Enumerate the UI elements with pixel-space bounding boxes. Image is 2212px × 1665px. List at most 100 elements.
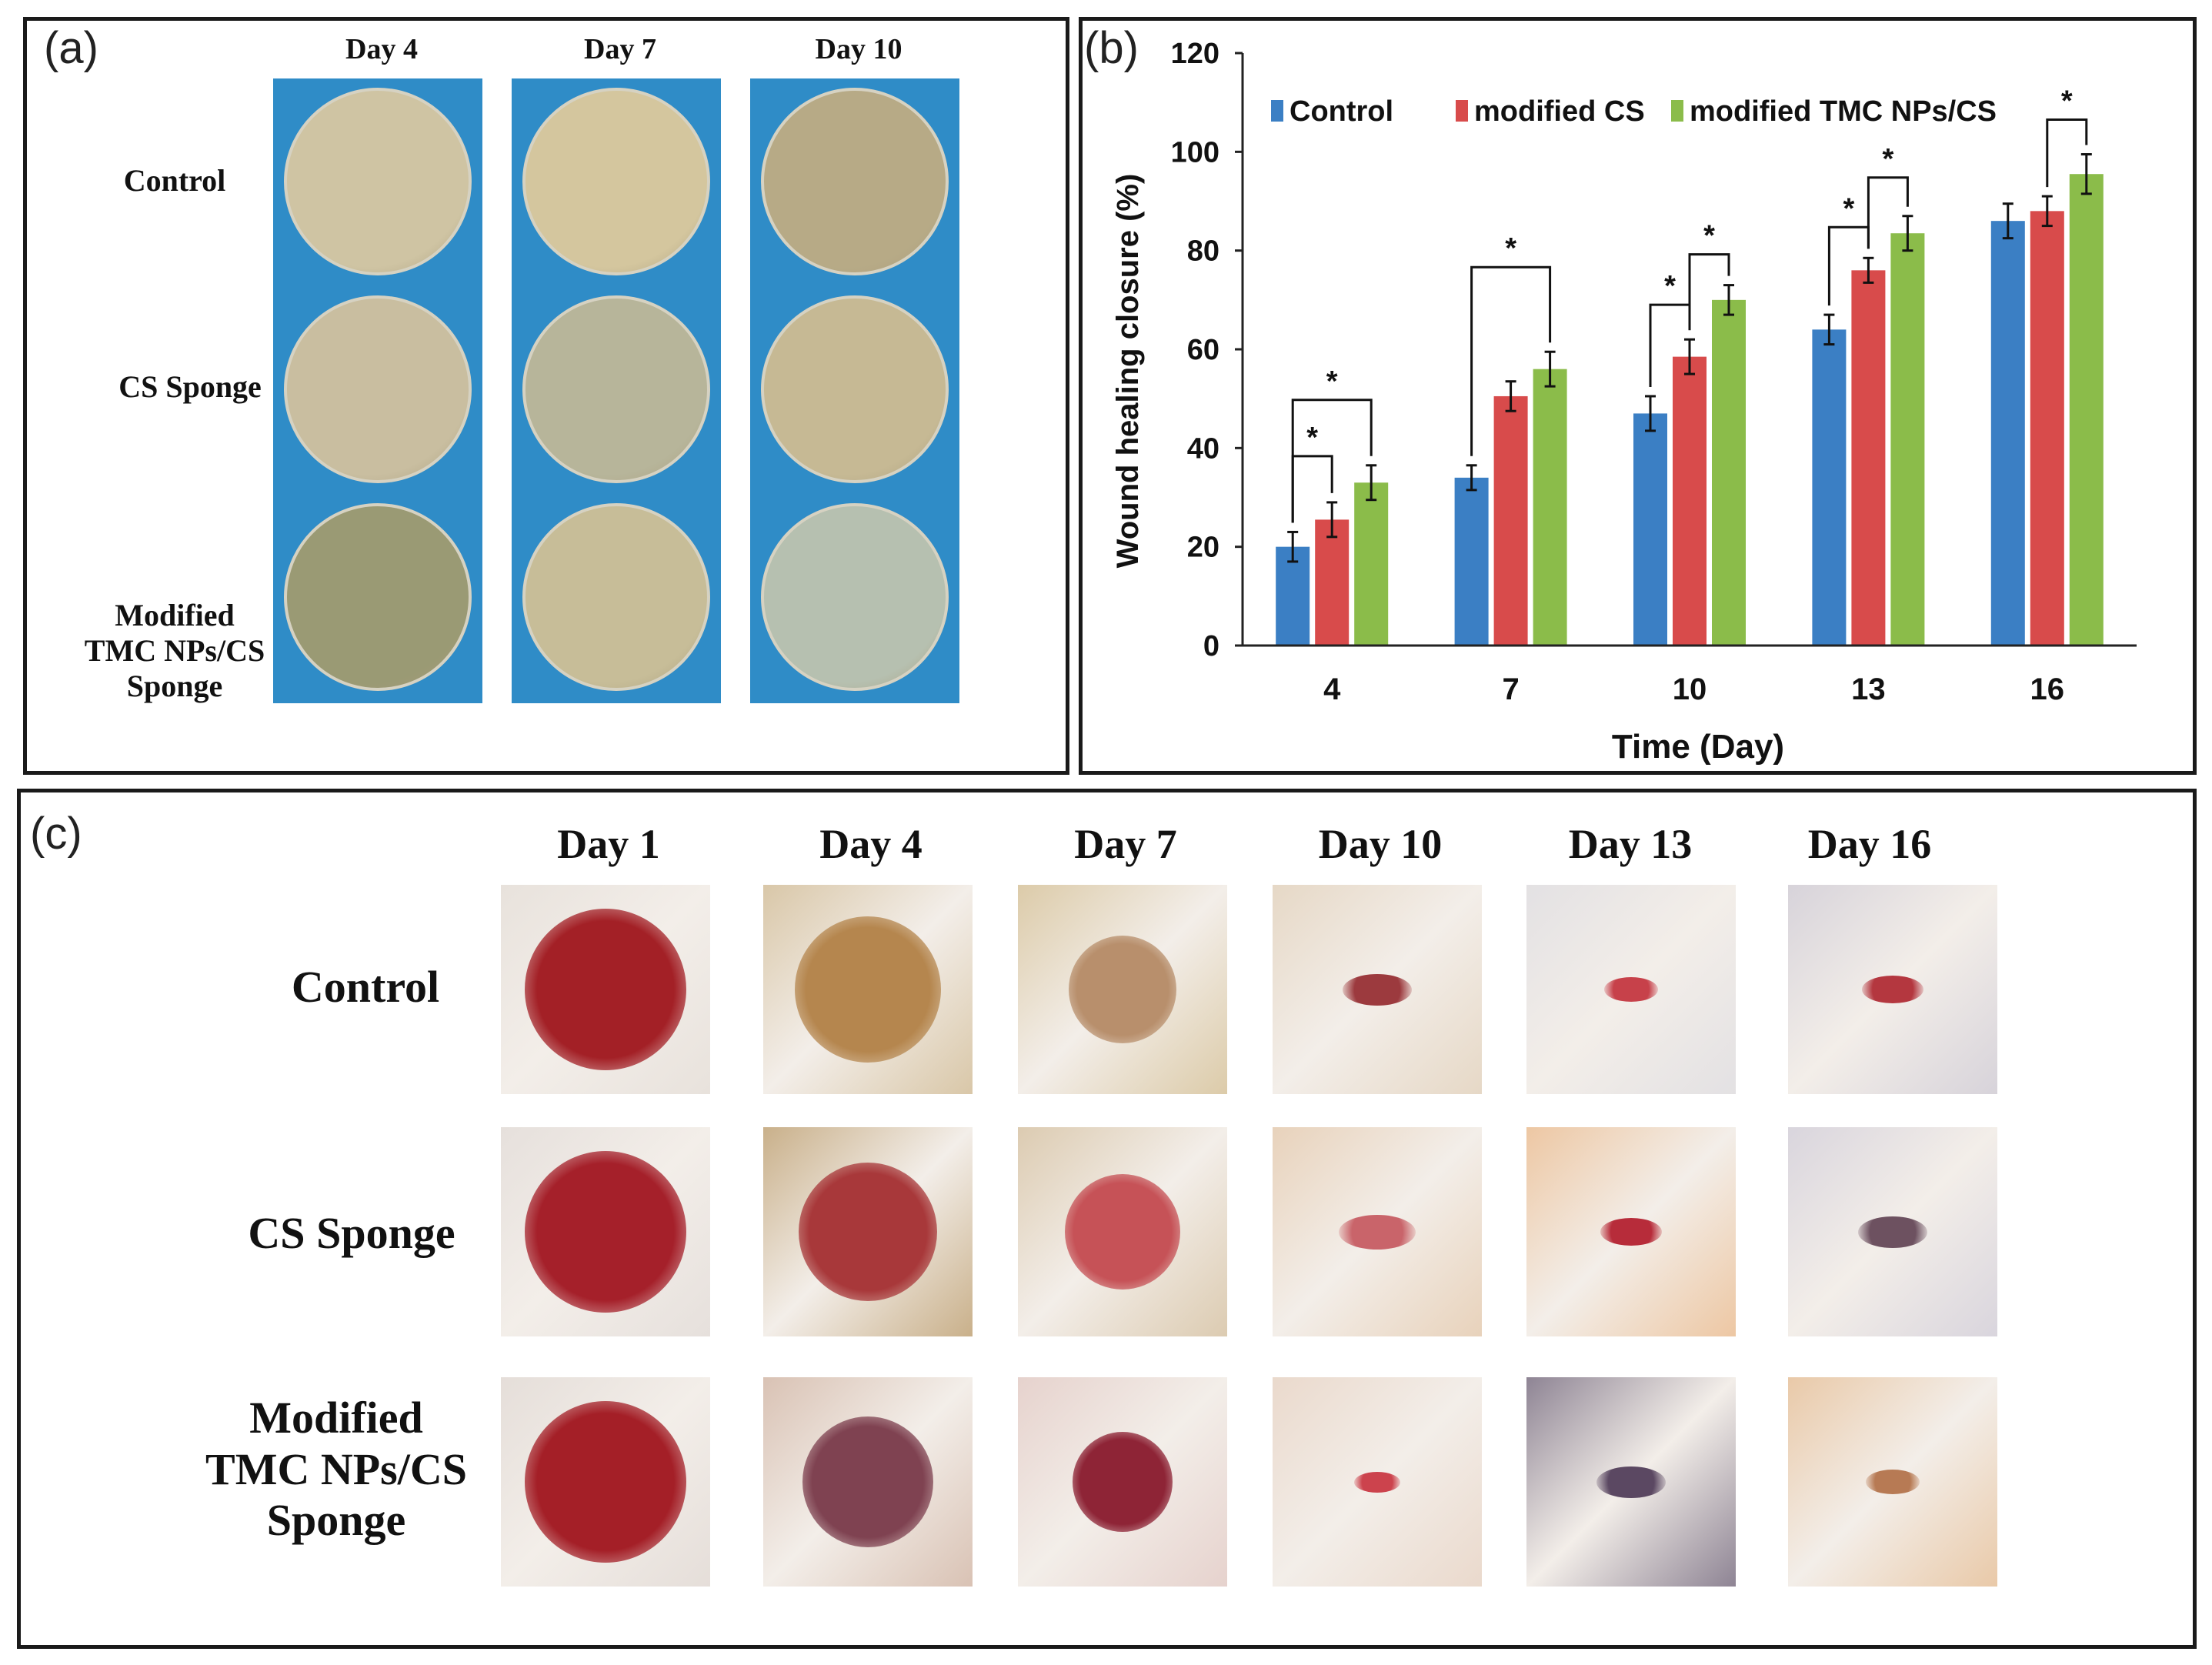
- panel-c-label: (c): [30, 809, 82, 859]
- panel-c-row-modified-line2: TMC NPs/CS: [205, 1443, 467, 1494]
- wound-photo: [1788, 885, 1997, 1094]
- wound-photo: [763, 885, 973, 1094]
- petri-dish-plate: [761, 295, 949, 483]
- bar-control: [1454, 477, 1489, 646]
- wound-lesion: [1604, 977, 1658, 1002]
- wound-lesion: [1600, 1218, 1662, 1246]
- bar-modified-tmc-nps-cs: [2069, 174, 2104, 646]
- panel-a-col-day7: Day 7: [584, 33, 656, 65]
- panel-c-col-day4: Day 4: [819, 821, 923, 867]
- bar-modified-cs: [1851, 270, 1886, 646]
- panel-c-col-day1: Day 1: [557, 821, 660, 867]
- bar-control: [1990, 221, 2025, 646]
- petri-dish-plate: [522, 503, 710, 691]
- wound-photo: [1273, 885, 1482, 1094]
- panel-a-row-modified-line3: Sponge: [126, 669, 223, 703]
- significance-bracket: [1291, 399, 1373, 523]
- wound-lesion: [802, 1416, 933, 1547]
- bar-modified-cs: [1315, 519, 1350, 646]
- panel-c-col-day16: Day 16: [1807, 821, 1932, 867]
- wound-photo: [1273, 1127, 1482, 1336]
- significance-bracket: [1470, 265, 1552, 456]
- panel-c-row-control-line: Control: [291, 962, 440, 1012]
- legend-label: modified CS: [1474, 95, 1645, 128]
- wound-photo: [1788, 1377, 1997, 1587]
- panel-c-row-cs-sponge-line: CS Sponge: [248, 1208, 455, 1258]
- significance-star: *: [1883, 143, 1894, 175]
- panel-c-row-modified-line3: Sponge: [266, 1495, 406, 1546]
- panel-c: (c) Day 1 Day 4 Day 7 Day 10 Day 13 Day …: [17, 789, 2197, 1649]
- bar-modified-cs: [1493, 395, 1528, 646]
- significance-bracket: [1688, 253, 1730, 331]
- x-tick-label: 7: [1502, 672, 1519, 706]
- petri-dish-plate: [284, 88, 472, 275]
- wound-photo: [1526, 1127, 1736, 1336]
- petri-dish-photo: [512, 78, 721, 288]
- y-tick-label: 0: [1203, 630, 1219, 662]
- significance-bracket: [2046, 118, 2088, 188]
- x-tick-label: 13: [1851, 672, 1886, 706]
- bar-control: [1633, 413, 1667, 646]
- wound-lesion: [525, 1151, 686, 1313]
- bar-modified-tmc-nps-cs: [1890, 233, 1925, 646]
- y-tick-label: 20: [1187, 532, 1219, 564]
- panel-a: (a) Day 4 Day 7 Day 10 Control CS Sponge…: [23, 17, 1069, 775]
- significance-bracket: [1291, 455, 1333, 523]
- wound-lesion: [1866, 1470, 1920, 1494]
- wound-lesion: [1339, 1215, 1416, 1250]
- significance-star: *: [1664, 270, 1676, 302]
- x-tick-label: 4: [1323, 672, 1341, 706]
- petri-dish-photo: [273, 286, 482, 495]
- petri-dish-plate: [284, 503, 472, 691]
- petri-dish-photo: [512, 286, 721, 495]
- wound-photo: [1018, 1127, 1227, 1336]
- panel-c-row-modified-line1: Modified: [249, 1393, 423, 1443]
- panel-c-col-day13: Day 13: [1568, 821, 1693, 867]
- legend-swatch: [1456, 100, 1468, 122]
- y-axis-label: Wound healing closure (%): [1111, 174, 1145, 569]
- panel-a-row-control: Control: [75, 163, 275, 199]
- petri-dish-photo: [273, 78, 482, 288]
- significance-star: *: [1843, 192, 1855, 225]
- wound-lesion: [525, 909, 686, 1070]
- significance-star: *: [1326, 365, 1338, 398]
- wound-lesion: [1069, 936, 1176, 1043]
- significance-star: *: [2061, 85, 2073, 118]
- legend-label: Control: [1289, 95, 1393, 128]
- wound-lesion: [1858, 1216, 1927, 1248]
- panel-a-row-modified-line1: Modified: [115, 598, 235, 632]
- petri-dish-photo: [512, 494, 721, 703]
- x-tick-label: 16: [2030, 672, 2065, 706]
- significance-star: *: [1703, 220, 1715, 252]
- wound-photo: [1018, 1377, 1227, 1587]
- panel-a-row-cs-sponge-line: CS Sponge: [118, 369, 262, 404]
- y-tick-label: 60: [1187, 334, 1219, 366]
- wound-lesion: [799, 1163, 937, 1301]
- panel-c-col-day7: Day 7: [1074, 821, 1177, 867]
- panel-b: (b) 0 20 40 60 80 100 120 4 7 10 13 16 * * * * * * * * Con…: [1079, 17, 2197, 775]
- panel-a-row-control-line: Control: [123, 163, 226, 198]
- petri-dish-plate: [522, 88, 710, 275]
- wound-photo: [1526, 1377, 1736, 1587]
- legend-swatch: [1271, 100, 1283, 122]
- panel-c-row-control: Control: [219, 962, 512, 1013]
- bar-modified-tmc-nps-cs: [1533, 369, 1567, 646]
- wound-lesion: [1354, 1472, 1400, 1493]
- wound-lesion: [1862, 976, 1923, 1003]
- wound-photo: [763, 1127, 973, 1336]
- panel-a-row-cs-sponge: CS Sponge: [90, 369, 290, 405]
- wound-lesion: [525, 1401, 686, 1563]
- panel-c-col-day10: Day 10: [1318, 821, 1443, 867]
- panel-c-row-modified: Modified TMC NPs/CS Sponge: [190, 1393, 482, 1547]
- significance-star: *: [1505, 232, 1516, 265]
- petri-dish-photo: [750, 494, 959, 703]
- panel-a-label: (a): [44, 23, 98, 73]
- petri-dish-plate: [761, 88, 949, 275]
- wound-lesion: [795, 916, 941, 1063]
- legend-swatch: [1671, 100, 1683, 122]
- wound-lesion: [1343, 974, 1412, 1006]
- legend-label: modified TMC NPs/CS: [1690, 95, 1997, 128]
- wound-photo: [1788, 1127, 1997, 1336]
- bar-modified-cs: [2030, 211, 2064, 646]
